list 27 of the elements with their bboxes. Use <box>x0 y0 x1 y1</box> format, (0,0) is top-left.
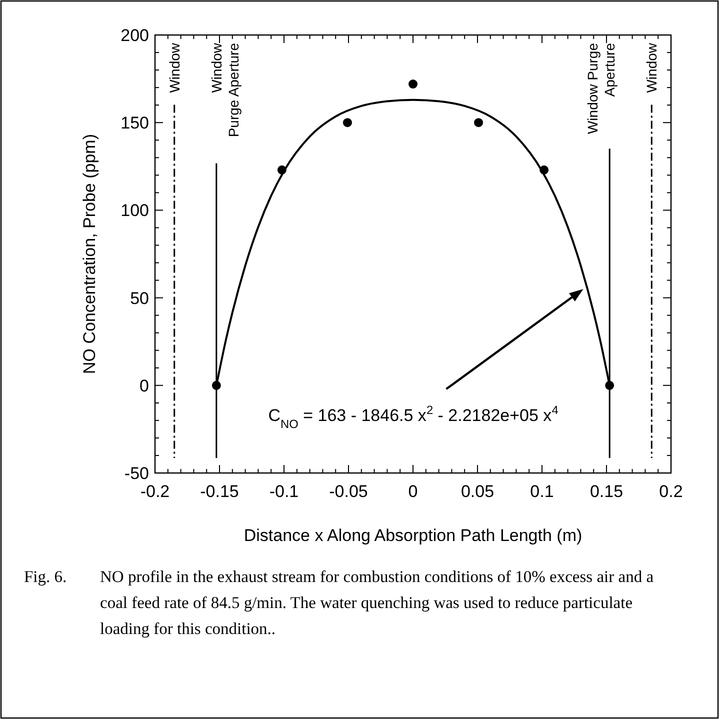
ref-line-label: Window <box>644 42 660 93</box>
y-tick-label: 150 <box>120 114 149 133</box>
x-tick-label: 0.1 <box>530 482 554 501</box>
y-tick-label: -50 <box>124 464 149 483</box>
x-tick-label: -0.15 <box>200 482 239 501</box>
x-tick-label: -0.2 <box>140 482 170 501</box>
x-tick-label: 0.05 <box>460 482 494 501</box>
x-tick-label: -0.05 <box>329 482 368 501</box>
y-axis-title: NO Concentration, Probe (ppm) <box>80 134 99 374</box>
y-tick-label: 50 <box>130 288 149 308</box>
x-tick-label: 0 <box>408 482 418 501</box>
x-tick-label: 0.2 <box>659 482 683 501</box>
y-tick-label: 0 <box>140 376 149 396</box>
point <box>408 80 418 89</box>
y-tick-label: 100 <box>120 201 149 220</box>
ref-line-label: Window Purge Aperture <box>584 42 618 134</box>
text: NO profile in the exhaust stream for combustion conditions of 10% excess air and a coal feed rate of 84.5 g/min. The water quenching was used to reduce particulate loading for this condition.. <box>100 567 654 638</box>
ref-line-label: Window Purge Aperture <box>208 42 242 138</box>
x-tick-label: -0.1 <box>269 482 299 501</box>
annotation: C$_{NO}$ = 163 - 1846.5 x$^{2}$ - 2.2182e+05 x$^{4}$ <box>268 403 559 432</box>
x-axis-title: Distance x Along Absorption Path Length (m) <box>244 526 582 545</box>
point <box>474 118 484 128</box>
x-tick-label: 0.15 <box>590 482 624 501</box>
y-tick-label: 200 <box>120 26 149 45</box>
point <box>342 118 352 128</box>
caption: Fig. 6. <box>24 567 67 586</box>
ref-line-label: Window <box>166 42 182 93</box>
